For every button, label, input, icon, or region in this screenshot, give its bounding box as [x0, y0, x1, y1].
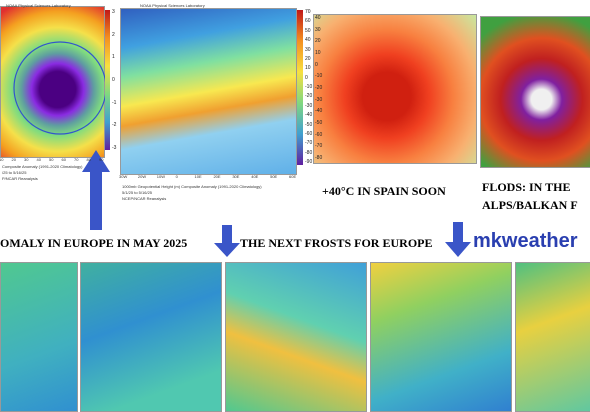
colorbar-label: 70 [305, 9, 311, 15]
colorbar-label: -90 [305, 159, 313, 165]
colorbar-label: -10 [305, 84, 313, 90]
colorbar-label: 20 [315, 38, 321, 45]
x-axis-label: 20W [137, 174, 147, 179]
x-axis-label: 50 [49, 157, 54, 162]
colorbar-label: -20 [305, 93, 313, 100]
colorbar-label: 10 [315, 50, 321, 56]
arrow-head [82, 150, 110, 172]
map-1000mb-anomaly [120, 8, 297, 175]
colorbar-label: 1 [112, 54, 115, 61]
headline: +40°C IN SPAIN SOON [322, 184, 446, 198]
x-axis-label: 10E [194, 174, 202, 179]
map-caption: 5/1/25 to 5/16/25 [122, 190, 153, 195]
colorbar-label: -70 [315, 143, 323, 150]
arrow-shaft [222, 225, 232, 245]
colorbar-label: 10 [305, 65, 311, 72]
colorbar-label: -60 [315, 131, 323, 138]
x-axis-label: 40E [251, 174, 259, 179]
map-frost [225, 262, 367, 412]
map-caption: NCEP/NCAR Reanalysis [122, 196, 167, 201]
colorbar-label: 20 [305, 55, 311, 62]
colorbar-label: -50 [315, 120, 323, 126]
x-axis-label: 80 [86, 157, 91, 162]
colorbar-label: -40 [315, 108, 323, 115]
map-frost [80, 262, 222, 412]
brand: mkweather [473, 230, 578, 252]
colorbar-label: -80 [305, 149, 313, 156]
colorbar-label: -10 [315, 73, 323, 80]
headline: OMALY IN EUROPE IN MAY 2025 [0, 236, 188, 250]
map-frost [0, 262, 78, 412]
map-frost [370, 262, 512, 412]
colorbar-label: 50 [305, 27, 311, 34]
colorbar-label: 3 [112, 9, 115, 15]
x-axis-label: 10W [156, 174, 165, 179]
x-axis-label: 10 [0, 157, 4, 162]
colorbar-label: -3 [112, 145, 117, 151]
colorbar [297, 10, 303, 165]
arrow-head [214, 243, 240, 257]
colorbar-label: -70 [305, 140, 313, 147]
colorbar-label: 0 [112, 77, 115, 83]
colorbar-label: 40 [305, 37, 311, 44]
x-axis-label: 30 [24, 157, 29, 162]
colorbar-label: 30 [315, 26, 321, 33]
map-caption: /25 to 5/16/25 [2, 170, 27, 175]
colorbar-label: 2 [112, 31, 115, 38]
map-caption: Composite Anomaly (1991-2020 Climatology… [2, 164, 83, 169]
headline: THE NEXT FROSTS FOR EUROPE [240, 236, 433, 250]
x-axis-label: 60E [289, 174, 297, 179]
highlight-circle [13, 41, 107, 135]
map-caption: P/NCAR Reanalysis [2, 176, 38, 181]
colorbar-label: -80 [315, 155, 323, 161]
x-axis-label: 0 [175, 174, 178, 179]
colorbar-label: -1 [112, 99, 117, 106]
x-axis-label: 50E [270, 174, 278, 179]
colorbar-label: 40 [315, 15, 321, 21]
x-axis-label: 30E [232, 174, 240, 179]
colorbar-label: 0 [305, 74, 308, 81]
x-axis-label: 60 [61, 157, 66, 162]
headline: ALPS/BALKAN F [482, 198, 578, 212]
colorbar-label: -60 [305, 130, 313, 137]
colorbar-label: 30 [305, 46, 311, 53]
headline: FLODS: IN THE [482, 180, 571, 194]
arrow-head [445, 242, 471, 257]
arrow-shaft [90, 168, 102, 230]
x-axis-label: 70 [74, 157, 79, 162]
colorbar-label: -30 [305, 102, 313, 109]
x-axis-label: 90 [99, 157, 104, 162]
map-spain-temperature [313, 14, 477, 164]
colorbar-label: 0 [315, 61, 318, 68]
map-header: NOAA Physical Sciences Laboratory [6, 3, 71, 8]
colorbar-label: -2 [112, 122, 117, 129]
arrow-shaft [453, 222, 463, 244]
colorbar-label: -40 [305, 112, 313, 119]
x-axis-label: 30W [119, 174, 128, 179]
colorbar-label: -20 [315, 85, 323, 91]
map-frost [515, 262, 590, 412]
map-height-anomaly [0, 6, 105, 158]
colorbar-label: -30 [315, 96, 323, 103]
x-axis-label: 40 [36, 157, 41, 162]
x-axis-label: 20E [213, 174, 221, 179]
colorbar [105, 10, 110, 150]
colorbar-label: 60 [305, 18, 311, 25]
map-alps-precipitation [480, 16, 590, 168]
map-caption: 1000mb Geopotential Height (m) Composite… [122, 184, 262, 189]
map-header: NOAA Physical Sciences Laboratory [140, 3, 205, 8]
colorbar-label: -50 [305, 121, 313, 128]
x-axis-label: 20 [11, 157, 16, 162]
